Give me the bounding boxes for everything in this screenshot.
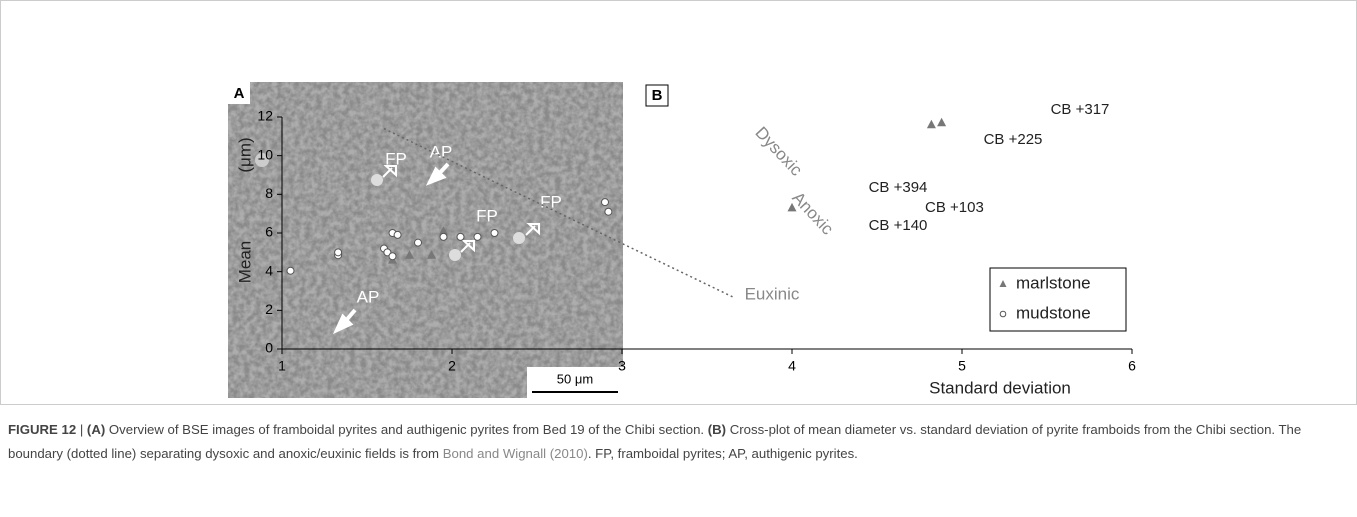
caption: FIGURE 12 | (A) Overview of BSE images o… [8, 418, 1343, 466]
caption-text: . FP, framboidal pyrites; AP, authigenic… [587, 446, 858, 461]
point-annotation: CB +103 [925, 199, 984, 216]
caption-separator: | [76, 422, 87, 437]
mudstone-point [473, 232, 482, 241]
mudstone-point [393, 230, 402, 239]
marlstone-point [427, 250, 437, 259]
annotation: AP [357, 287, 380, 306]
panel-a: FP AP FP FP AP A 50 μm [228, 82, 623, 398]
figure-frame [0, 0, 1357, 405]
y-axis-unit: (μm) [235, 137, 254, 172]
mudstone-point [456, 232, 465, 241]
annotation: FP [540, 192, 562, 211]
caption-text: Cross-plot of mean diameter vs. standard… [8, 422, 1302, 461]
y-axis-title: Mean [235, 241, 254, 284]
framboid [255, 153, 269, 167]
legend-box [989, 267, 1127, 332]
marlstone-point [439, 226, 448, 235]
x-tick-label: 6 [1128, 358, 1136, 374]
hollow-arrow [460, 240, 475, 253]
mudstone-point [286, 266, 295, 275]
panel-label-box [645, 84, 669, 107]
x-axis-title: Standard deviation [929, 378, 1071, 397]
mudstone-point [414, 238, 422, 247]
legend-label: mudstone [1016, 303, 1091, 322]
caption-label: (B) [707, 422, 727, 437]
y-tick-label: 10 [257, 146, 273, 162]
x-tick-label: 4 [788, 358, 796, 374]
annotation: FP [385, 149, 407, 168]
point-annotation: CB +140 [869, 217, 928, 234]
citation-link[interactable]: Bond and Wignall (2010) [442, 446, 588, 461]
marlstone-point [405, 250, 414, 259]
point-annotation: CB +317 [1051, 101, 1110, 118]
y-tick-label: 4 [265, 262, 273, 278]
framboid [513, 232, 525, 244]
framboid [449, 249, 461, 261]
figure-number: FIGURE 12 [8, 422, 77, 437]
y-tick-label: 6 [265, 224, 273, 240]
hollow-arrow [525, 223, 540, 236]
mudstone-point [439, 232, 448, 241]
region-label: Dysoxic [752, 123, 807, 180]
mudstone-point [388, 252, 397, 261]
mudstone-point [334, 248, 343, 257]
caption-text: Overview of BSE images of framboidal pyr… [105, 422, 708, 437]
legend-marker [999, 310, 1007, 318]
panel-label: A [234, 85, 245, 102]
y-tick-label: 8 [265, 185, 273, 201]
x-tick-label: 3 [618, 358, 626, 374]
caption-label: (A) [86, 422, 106, 437]
x-tick-label: 2 [448, 358, 456, 374]
x-tick-label: 5 [958, 358, 966, 374]
y-tick-label: 2 [265, 301, 273, 317]
region-label: Euxinic [745, 284, 800, 303]
annotation: FP [476, 206, 498, 225]
scale-bar-label: 50 μm [557, 371, 593, 386]
y-tick-label: 12 [257, 108, 273, 124]
mudstone-point [601, 198, 609, 207]
region-label: Anoxic [788, 188, 837, 239]
point-annotation: CB +394 [869, 179, 928, 196]
legend-marker [999, 280, 1007, 287]
mudstone-point [490, 229, 499, 237]
hollow-arrow [382, 165, 397, 178]
annotation: AP [430, 142, 453, 161]
solid-arrow [332, 308, 357, 335]
x-tick-label: 1 [278, 358, 286, 374]
solid-arrow [425, 162, 450, 186]
framboid [371, 174, 383, 186]
figure: FP AP FP FP AP A 50 μm B Standard deviat… [0, 0, 1357, 405]
panel-label-box [228, 82, 250, 104]
point-annotation: CB +225 [984, 131, 1043, 148]
legend-label: marlstone [1016, 273, 1091, 292]
y-tick-label: 0 [265, 340, 273, 356]
panel-label: B [652, 87, 663, 104]
bse-texture [228, 82, 623, 398]
marlstone-point [926, 119, 936, 129]
mudstone-point [604, 207, 613, 216]
marlstone-point [937, 117, 947, 127]
marlstone-point [787, 202, 797, 212]
